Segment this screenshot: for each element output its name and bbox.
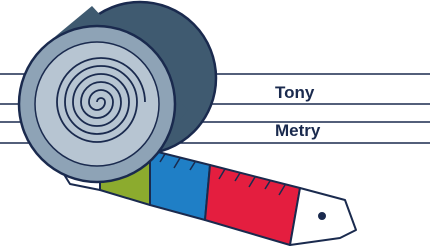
tape-hole [319,213,325,219]
tape-blue [150,150,210,220]
label-top: Tony [275,83,315,102]
illustration: Tony Metry [0,0,430,249]
roll-inner [35,42,159,166]
roll [19,2,216,182]
label-bottom: Metry [275,121,321,140]
tape-red [205,165,300,245]
